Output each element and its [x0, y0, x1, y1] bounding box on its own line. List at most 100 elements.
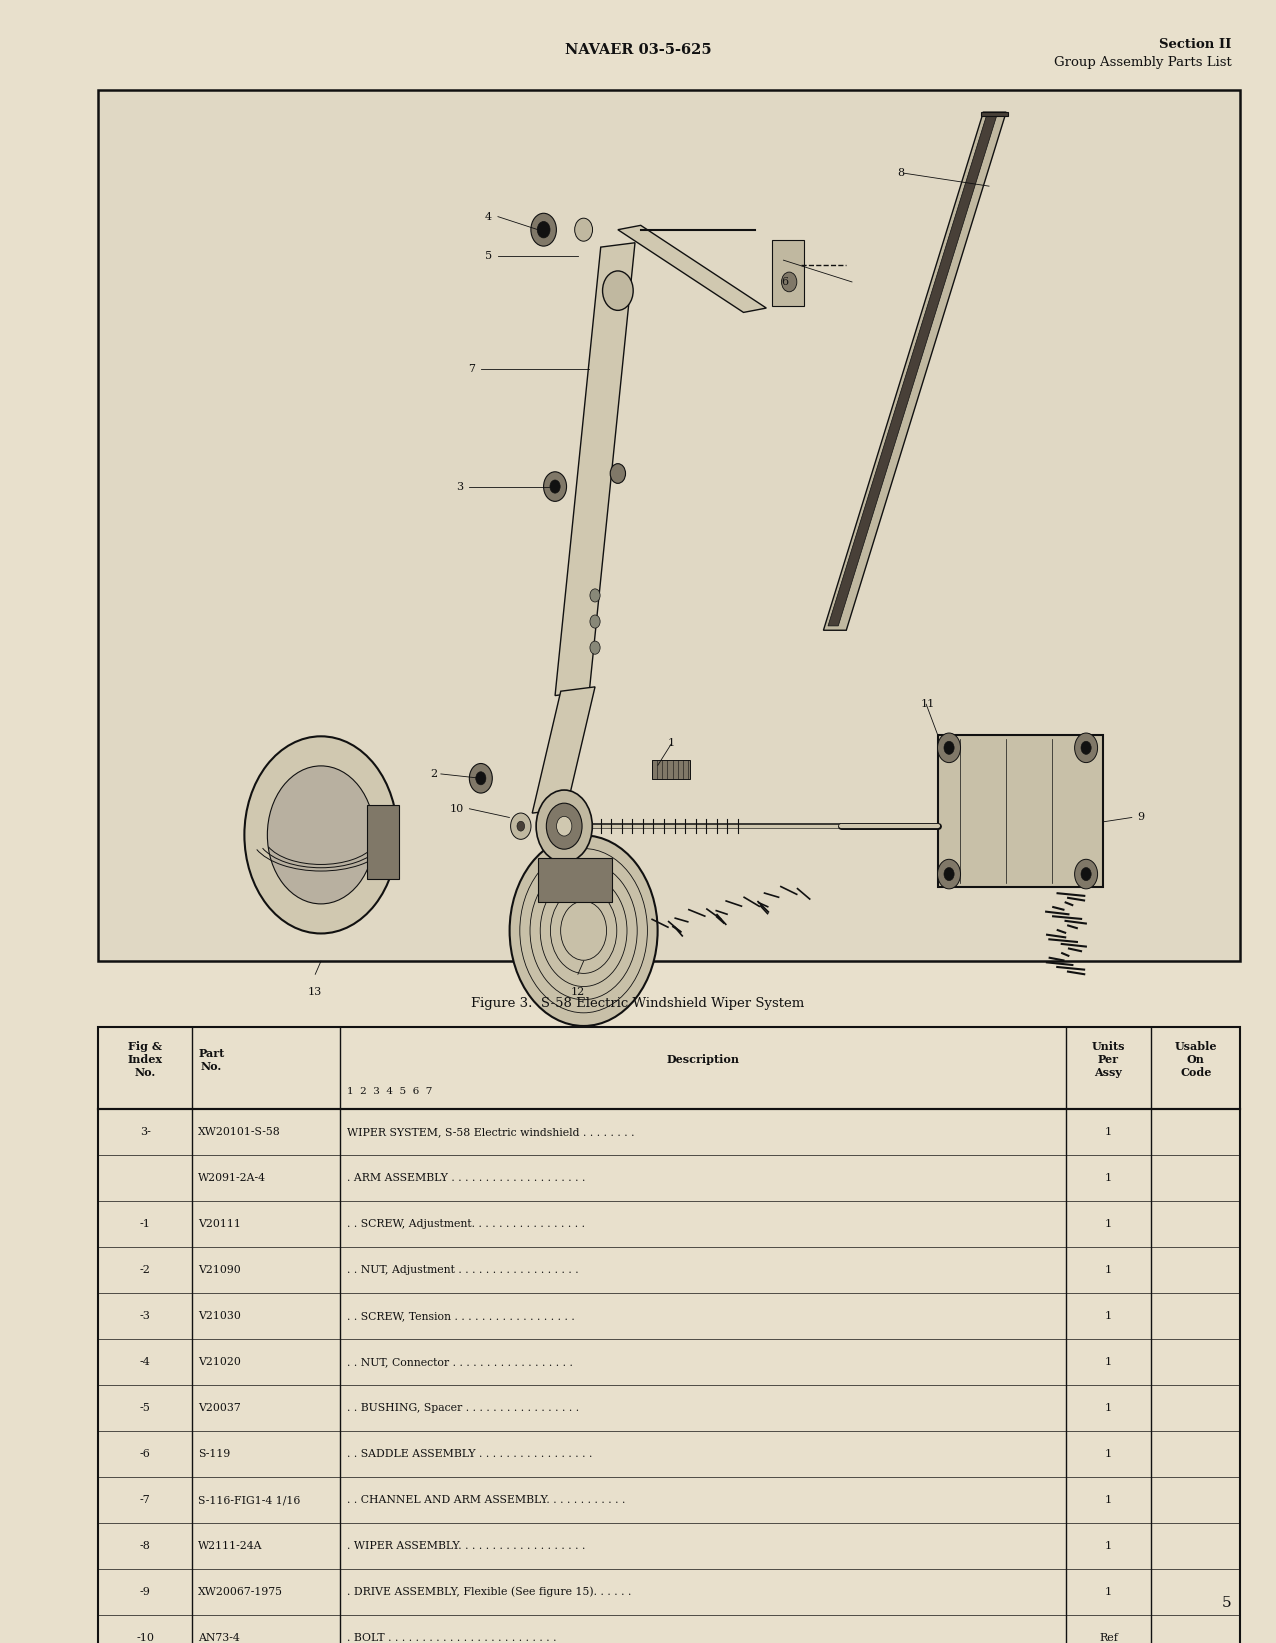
- Polygon shape: [823, 112, 1007, 631]
- Text: W2111-24A: W2111-24A: [198, 1541, 263, 1551]
- Circle shape: [590, 614, 600, 628]
- Text: . . SCREW, Tension . . . . . . . . . . . . . . . . . .: . . SCREW, Tension . . . . . . . . . . .…: [347, 1311, 574, 1321]
- Text: V20111: V20111: [198, 1219, 241, 1229]
- Text: 12: 12: [570, 987, 584, 997]
- Text: Description: Description: [666, 1055, 740, 1065]
- Text: . . SADDLE ASSEMBLY . . . . . . . . . . . . . . . . .: . . SADDLE ASSEMBLY . . . . . . . . . . …: [347, 1449, 592, 1459]
- Text: -4: -4: [139, 1357, 151, 1367]
- Text: -6: -6: [139, 1449, 151, 1459]
- Text: 1: 1: [1105, 1403, 1111, 1413]
- Text: -7: -7: [139, 1495, 151, 1505]
- Text: 1: 1: [1105, 1449, 1111, 1459]
- Circle shape: [544, 472, 567, 501]
- Circle shape: [590, 588, 600, 601]
- Bar: [98, 1027, 1240, 1643]
- Text: S-119: S-119: [198, 1449, 231, 1459]
- Bar: [652, 759, 690, 779]
- Circle shape: [546, 803, 582, 849]
- Text: 1: 1: [1105, 1311, 1111, 1321]
- Bar: [98, 90, 1240, 961]
- Text: -5: -5: [139, 1403, 151, 1413]
- Text: Figure 3.  S-58 Electric Windshield Wiper System: Figure 3. S-58 Electric Windshield Wiper…: [471, 997, 805, 1010]
- Text: Ref: Ref: [1099, 1633, 1118, 1643]
- Circle shape: [531, 214, 556, 246]
- Text: 1: 1: [1105, 1587, 1111, 1597]
- Text: S-116-FIG1-4 1/16: S-116-FIG1-4 1/16: [198, 1495, 301, 1505]
- Text: 1: 1: [1105, 1357, 1111, 1367]
- Text: W2091-2A-4: W2091-2A-4: [198, 1173, 267, 1183]
- Bar: [538, 858, 612, 902]
- Circle shape: [1074, 733, 1097, 762]
- Text: 1: 1: [1105, 1173, 1111, 1183]
- Text: 3: 3: [457, 481, 463, 491]
- Text: 5: 5: [1221, 1595, 1231, 1610]
- Text: . WIPER ASSEMBLY. . . . . . . . . . . . . . . . . . .: . WIPER ASSEMBLY. . . . . . . . . . . . …: [347, 1541, 586, 1551]
- Circle shape: [470, 764, 493, 794]
- Circle shape: [938, 859, 961, 889]
- Text: WIPER SYSTEM, S-58 Electric windshield . . . . . . . .: WIPER SYSTEM, S-58 Electric windshield .…: [347, 1127, 634, 1137]
- Text: . DRIVE ASSEMBLY, Flexible (See figure 15). . . . . .: . DRIVE ASSEMBLY, Flexible (See figure 1…: [347, 1587, 632, 1597]
- Circle shape: [1081, 741, 1091, 754]
- Text: AN73-4: AN73-4: [198, 1633, 240, 1643]
- Circle shape: [574, 219, 592, 242]
- Text: 1: 1: [1105, 1265, 1111, 1275]
- Text: Group Assembly Parts List: Group Assembly Parts List: [1054, 56, 1231, 69]
- Text: . . NUT, Connector . . . . . . . . . . . . . . . . . .: . . NUT, Connector . . . . . . . . . . .…: [347, 1357, 573, 1367]
- Text: -2: -2: [139, 1265, 151, 1275]
- Circle shape: [509, 835, 657, 1025]
- Text: V21090: V21090: [198, 1265, 241, 1275]
- Text: 13: 13: [308, 987, 323, 997]
- Circle shape: [590, 641, 600, 654]
- Text: 4: 4: [485, 212, 493, 222]
- Circle shape: [556, 817, 572, 836]
- Text: 3-: 3-: [139, 1127, 151, 1137]
- Bar: [366, 805, 398, 879]
- Text: V20037: V20037: [198, 1403, 241, 1413]
- Circle shape: [781, 273, 796, 292]
- Polygon shape: [618, 225, 767, 312]
- Text: -1: -1: [139, 1219, 151, 1229]
- Text: V21030: V21030: [198, 1311, 241, 1321]
- Circle shape: [944, 868, 954, 881]
- Text: 1: 1: [667, 738, 675, 749]
- Circle shape: [268, 766, 375, 904]
- Bar: [772, 240, 804, 306]
- Text: 10: 10: [449, 803, 463, 813]
- Text: Fig &
Index
No.: Fig & Index No.: [128, 1042, 162, 1078]
- Polygon shape: [532, 687, 595, 813]
- Text: Section II: Section II: [1159, 38, 1231, 51]
- Text: Part
No.: Part No.: [198, 1048, 225, 1071]
- Text: XW20101-S-58: XW20101-S-58: [198, 1127, 281, 1137]
- Text: . . NUT, Adjustment . . . . . . . . . . . . . . . . . .: . . NUT, Adjustment . . . . . . . . . . …: [347, 1265, 578, 1275]
- Text: Usable
On
Code: Usable On Code: [1174, 1042, 1217, 1078]
- Text: -3: -3: [139, 1311, 151, 1321]
- Text: . . CHANNEL AND ARM ASSEMBLY. . . . . . . . . . . .: . . CHANNEL AND ARM ASSEMBLY. . . . . . …: [347, 1495, 625, 1505]
- Text: . ARM ASSEMBLY . . . . . . . . . . . . . . . . . . . .: . ARM ASSEMBLY . . . . . . . . . . . . .…: [347, 1173, 586, 1183]
- Text: 1: 1: [1105, 1541, 1111, 1551]
- Text: 2: 2: [430, 769, 438, 779]
- Text: 5: 5: [485, 251, 493, 261]
- Text: -9: -9: [139, 1587, 151, 1597]
- Text: -8: -8: [139, 1541, 151, 1551]
- Circle shape: [510, 813, 531, 840]
- Polygon shape: [828, 115, 997, 626]
- Text: . . BUSHING, Spacer . . . . . . . . . . . . . . . . .: . . BUSHING, Spacer . . . . . . . . . . …: [347, 1403, 579, 1413]
- Polygon shape: [555, 243, 635, 695]
- Text: 7: 7: [468, 365, 475, 375]
- Text: 1  2  3  4  5  6  7: 1 2 3 4 5 6 7: [347, 1088, 433, 1096]
- Circle shape: [938, 733, 961, 762]
- Text: XW20067-1975: XW20067-1975: [198, 1587, 283, 1597]
- Text: 6: 6: [781, 278, 789, 288]
- Circle shape: [476, 772, 486, 785]
- Text: . . SCREW, Adjustment. . . . . . . . . . . . . . . . .: . . SCREW, Adjustment. . . . . . . . . .…: [347, 1219, 584, 1229]
- Text: NAVAER 03-5-625: NAVAER 03-5-625: [565, 43, 711, 58]
- Circle shape: [610, 463, 625, 483]
- Text: . BOLT . . . . . . . . . . . . . . . . . . . . . . . . .: . BOLT . . . . . . . . . . . . . . . . .…: [347, 1633, 556, 1643]
- Circle shape: [517, 822, 524, 831]
- Text: 1: 1: [1105, 1495, 1111, 1505]
- Text: Units
Per
Assy: Units Per Assy: [1092, 1042, 1125, 1078]
- Circle shape: [1081, 868, 1091, 881]
- Text: 9: 9: [1137, 813, 1145, 823]
- Circle shape: [944, 741, 954, 754]
- Bar: [938, 734, 1104, 887]
